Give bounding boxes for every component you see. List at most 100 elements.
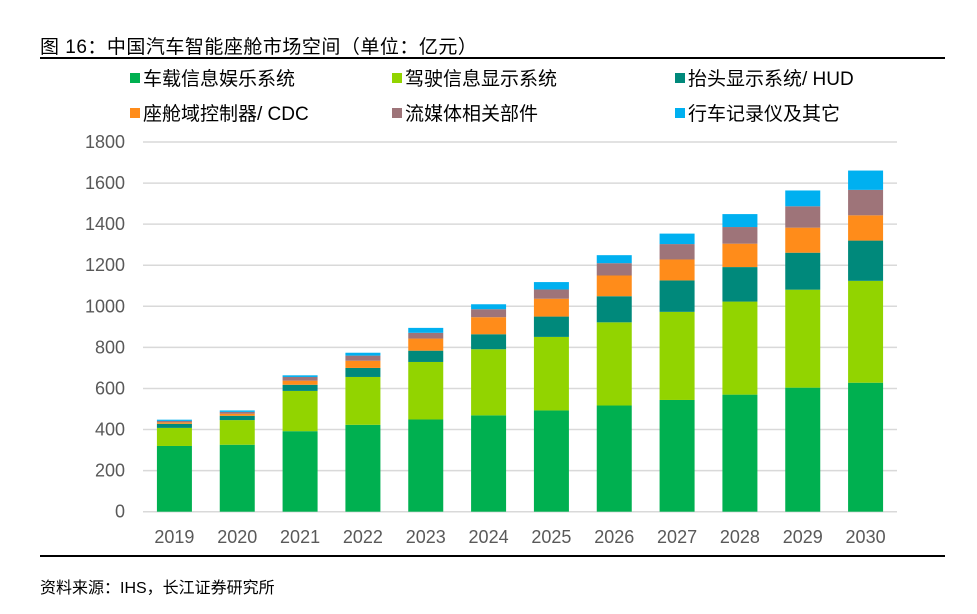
legend-swatch [675, 107, 685, 118]
bar-segment [596, 255, 632, 264]
bar-segment [659, 244, 695, 260]
x-tick-label: 2028 [720, 527, 760, 547]
bar-segment [408, 332, 444, 339]
bar-segment [282, 431, 318, 512]
y-tick-label: 0 [115, 502, 125, 522]
bar-segment [282, 375, 318, 377]
bar-segment [659, 311, 695, 400]
bar-segment [785, 387, 821, 512]
legend-item: 驾驶信息显示系统 [392, 64, 557, 91]
bottom-rule [40, 555, 945, 557]
bar-segment [471, 415, 507, 512]
bar-segment [848, 170, 884, 190]
bar-segment [659, 259, 695, 281]
legend-swatch [675, 72, 685, 83]
bar-segment [848, 240, 884, 281]
x-tick-label: 2027 [657, 527, 697, 547]
bar-segment [282, 390, 318, 432]
bar-segment [785, 227, 821, 253]
y-tick-label: 1000 [85, 296, 125, 316]
legend-label: 座舱域控制器/ CDC [143, 104, 309, 125]
bar-segment [471, 304, 507, 310]
bar-segment [282, 384, 318, 391]
bar-segment [785, 190, 821, 207]
y-tick-label: 200 [95, 461, 125, 481]
bar-segment [659, 280, 695, 312]
legend-item: 抬头显示系统/ HUD [675, 64, 854, 91]
bar-segment [282, 376, 318, 381]
bar-segment [596, 296, 632, 323]
legend-swatch [392, 107, 402, 118]
bar-segment [156, 423, 192, 428]
bar-segment [219, 420, 255, 445]
source-note: 资料来源：IHS，长江证券研究所 [40, 580, 275, 597]
legend-label: 驾驶信息显示系统 [405, 69, 558, 90]
bar-segment [471, 334, 507, 350]
bar-segment [596, 275, 632, 297]
legend-item: 行车记录仪及其它 [675, 99, 840, 126]
bar-segment [659, 233, 695, 245]
bar-segment [722, 243, 758, 268]
bar-segment [345, 352, 381, 356]
legend-label: 车载信息娱乐系统 [143, 69, 296, 90]
bar-segment [471, 349, 507, 416]
bar-segment [345, 367, 381, 377]
bar-segment [722, 214, 758, 228]
bar-segment [156, 422, 192, 424]
x-tick-label: 2022 [343, 527, 383, 547]
bar-segment [848, 215, 884, 241]
bar-segment [219, 410, 255, 412]
bar-segment [785, 206, 821, 228]
bar-segment [219, 415, 255, 421]
bar-segment [533, 336, 569, 411]
y-tick-label: 800 [95, 337, 125, 357]
bar-segment [533, 282, 569, 290]
bar-segment [785, 289, 821, 388]
x-tick-label: 2025 [531, 527, 571, 547]
chart-title: 图 16：中国汽车智能座舱市场空间（单位：亿元） [40, 37, 478, 58]
bar-segment [345, 360, 381, 368]
x-tick-label: 2021 [280, 527, 320, 547]
bar-segment [785, 252, 821, 290]
y-tick-label: 400 [95, 420, 125, 440]
bar-segment [471, 309, 507, 318]
bar-segment [408, 350, 444, 362]
legend-swatch [392, 72, 402, 83]
x-tick-label: 2029 [783, 527, 823, 547]
bar-segment [533, 410, 569, 512]
y-tick-label: 600 [95, 378, 125, 398]
bar-segment [219, 444, 255, 512]
x-tick-label: 2020 [217, 527, 257, 547]
y-tick-label: 1800 [85, 132, 125, 152]
bar-segment [156, 419, 192, 421]
bar-segment [722, 227, 758, 244]
bar-segment [408, 419, 444, 512]
bar-segment [659, 399, 695, 512]
bar-segment [848, 189, 884, 216]
legend-item: 车载信息娱乐系统 [130, 64, 295, 91]
bar-segment [722, 301, 758, 395]
bar-segment [156, 445, 192, 512]
bar-segment [533, 316, 569, 337]
bar-segment [533, 289, 569, 299]
bar-segment [219, 413, 255, 416]
bar-segment [848, 280, 884, 383]
bar-segment [533, 298, 569, 317]
legend-item: 流媒体相关部件 [392, 99, 538, 126]
x-tick-label: 2030 [846, 527, 886, 547]
legend-label: 抬头显示系统/ HUD [688, 69, 854, 90]
legend-label: 流媒体相关部件 [405, 104, 539, 125]
x-tick-label: 2023 [406, 527, 446, 547]
legend-label: 行车记录仪及其它 [688, 104, 841, 125]
bar-segment [408, 338, 444, 351]
x-tick-label: 2026 [594, 527, 634, 547]
bar-segment [722, 267, 758, 302]
y-tick-label: 1600 [85, 173, 125, 193]
bar-segment [408, 327, 444, 333]
bar-segment [156, 427, 192, 446]
bar-segment [345, 355, 381, 361]
bar-segment [596, 405, 632, 512]
legend-item: 座舱域控制器/ CDC [130, 99, 309, 126]
bar-segment [722, 394, 758, 512]
